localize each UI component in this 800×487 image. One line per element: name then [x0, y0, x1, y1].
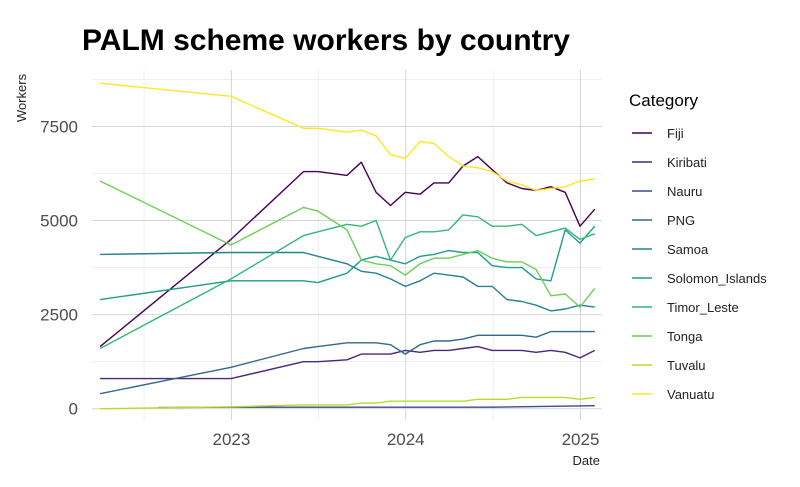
series-line-solomon-islands: [100, 225, 596, 301]
x-tick-label: 2025: [562, 430, 600, 449]
legend-label: Solomon_Islands: [667, 271, 767, 286]
series-line-kiribati: [100, 345, 596, 380]
y-tick-label: 2500: [40, 306, 78, 325]
series-line-samoa: [100, 251, 595, 312]
legend-label: Tonga: [667, 329, 703, 344]
series-line-tuvalu: [100, 396, 595, 410]
x-axis: 2023 2024 2025: [213, 430, 600, 449]
series-line-tonga: [99, 180, 596, 308]
x-tick-label: 2024: [387, 430, 425, 449]
legend-label: Vanuatu: [667, 387, 714, 402]
y-tick-label: 7500: [40, 117, 78, 136]
legend-label: Samoa: [667, 242, 709, 257]
series-line-timor-leste: [99, 214, 596, 350]
legend-title: Category: [629, 91, 698, 110]
legend: Category Fiji Kiribati Nauru PNG Samoa Solomo…: [629, 91, 767, 402]
y-axis: 0 2500 5000 7500: [40, 117, 78, 418]
legend-label: PNG: [667, 213, 695, 228]
y-tick-label: 0: [69, 400, 78, 419]
chart-title: PALM scheme workers by country: [82, 24, 570, 57]
legend-label: Nauru: [667, 184, 702, 199]
series-line-vanuatu: [100, 82, 595, 192]
series-line-fiji: [99, 155, 596, 348]
series-line-png: [99, 330, 595, 395]
x-axis-title: Date: [573, 453, 600, 468]
x-tick-label: 2023: [213, 430, 251, 449]
series-layer: [99, 82, 596, 410]
legend-label: Tuvalu: [667, 358, 706, 373]
legend-label: Timor_Leste: [667, 300, 739, 315]
grid: [92, 70, 602, 420]
legend-label: Fiji: [667, 126, 684, 141]
legend-label: Kiribati: [667, 155, 707, 170]
y-axis-title: Workers: [14, 73, 29, 122]
y-tick-label: 5000: [40, 212, 78, 231]
